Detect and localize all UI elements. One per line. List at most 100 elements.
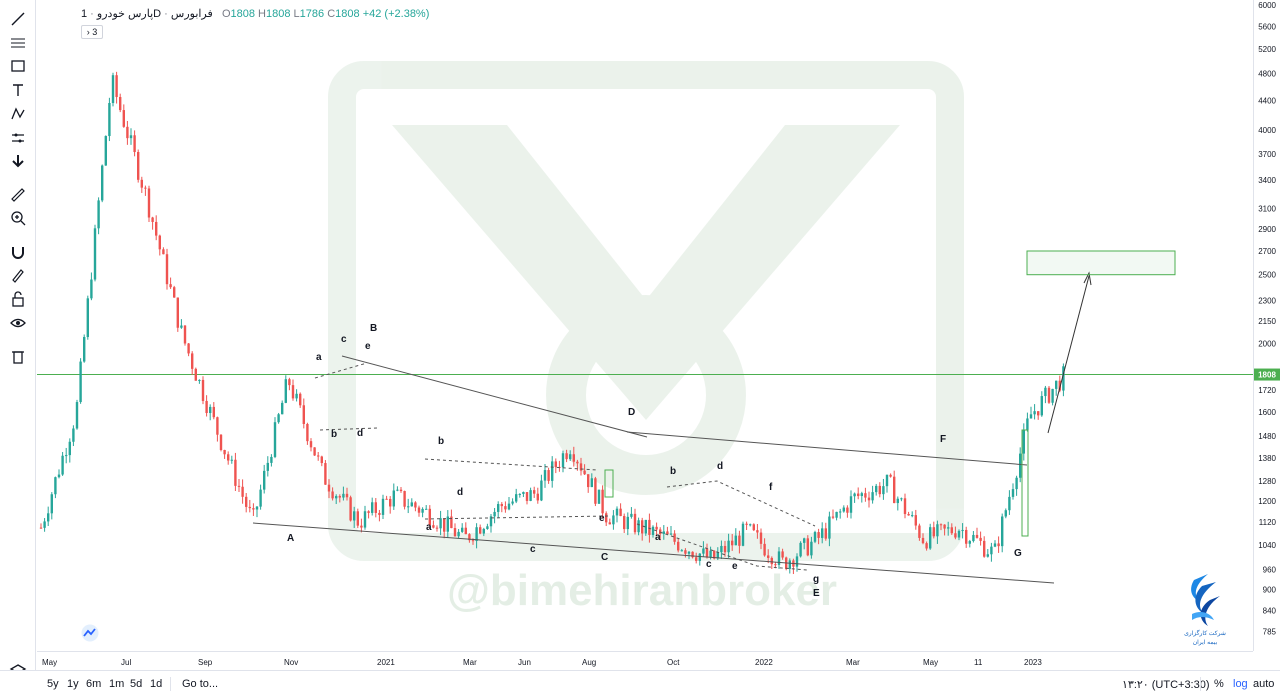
time-tick: 2022 [755, 658, 773, 667]
indicator-collapse-button[interactable]: › 3 [81, 25, 103, 39]
candle-body [302, 405, 305, 424]
candle-body [201, 379, 205, 401]
time-axis[interactable]: May Jul Sep Nov 2021 Mar Jun Aug Oct 2022 Mar May 11… [37, 651, 1253, 670]
price-tick: 4000 [1258, 126, 1276, 135]
candle-body [929, 527, 932, 549]
candle-body [453, 528, 457, 537]
wave-label: c [530, 544, 536, 555]
price-tick: 1280 [1258, 477, 1276, 486]
range-5d[interactable]: 5d [130, 678, 143, 690]
candle-body [1008, 496, 1011, 511]
candle-body [1022, 429, 1025, 454]
measure-icon[interactable] [6, 127, 30, 149]
range-5y[interactable]: 5y [47, 678, 59, 690]
range-1y[interactable]: 1y [67, 678, 79, 690]
candle-body [421, 508, 424, 513]
candle-body [828, 516, 831, 539]
candle-body [893, 476, 896, 504]
price-axis[interactable]: 785 840 900 960 1040 1120 1200 1280 1380 1480 1600… [1253, 0, 1280, 651]
candle-body [345, 493, 349, 498]
candle-body [461, 527, 464, 532]
candle-body [821, 528, 824, 538]
candle-body [1029, 414, 1033, 419]
magnet-icon[interactable] [6, 241, 30, 263]
time-tick: May [923, 658, 938, 667]
percent-toggle[interactable]: % [1214, 678, 1224, 690]
candle-body [759, 532, 763, 544]
range-1d[interactable]: 1d [150, 678, 163, 690]
trend-line-icon[interactable] [6, 8, 30, 30]
log-toggle[interactable]: log [1233, 678, 1248, 690]
candle-body [767, 555, 770, 558]
price-tick: 900 [1263, 585, 1277, 594]
candle-body [90, 279, 93, 299]
candle-body [57, 474, 61, 478]
trash-icon[interactable] [6, 345, 30, 367]
arrow-down-icon[interactable] [6, 150, 30, 172]
candle-body [475, 527, 478, 542]
candle-body [601, 489, 604, 514]
candle-body [399, 489, 403, 492]
candles [39, 71, 1065, 575]
candle-body [954, 533, 957, 538]
eye-icon[interactable] [6, 312, 30, 334]
wave-annotations [252, 271, 1092, 584]
goto-button[interactable]: Go to... [182, 678, 219, 690]
timezone-label[interactable]: ۱۳:۲۰ (UTC+3:30) [1122, 679, 1210, 691]
candle-body [983, 540, 986, 557]
tradingview-logo-icon[interactable] [79, 624, 101, 642]
wave-label: c [341, 334, 347, 345]
price-tick: 2000 [1258, 339, 1276, 348]
range-1m[interactable]: 1m [109, 678, 125, 690]
candle-body [911, 515, 914, 517]
ruler-icon[interactable] [6, 184, 30, 206]
candle-body [561, 453, 565, 468]
time-tick: May [42, 658, 57, 667]
candle-body [1058, 380, 1061, 391]
broker-caption-2: بیمه ایران [1192, 640, 1218, 646]
wave-label: e [365, 341, 371, 352]
rectangle-icon[interactable] [6, 55, 30, 77]
price-tick: 1120 [1259, 518, 1277, 527]
wave-label: F [940, 434, 946, 445]
time-tick: Oct [667, 658, 680, 667]
candle-body [1033, 411, 1036, 415]
auto-toggle[interactable]: auto [1253, 678, 1275, 690]
candle-body [842, 507, 845, 512]
candle-body [752, 524, 755, 531]
fib-icon[interactable] [6, 32, 30, 54]
candle-body [615, 508, 619, 516]
candle-body [648, 519, 651, 535]
candle-body [997, 543, 1000, 547]
candle-body [687, 551, 691, 554]
candle-body [497, 504, 500, 512]
lock-icon[interactable] [6, 288, 30, 310]
candle-body [972, 534, 975, 542]
candle-body [936, 524, 939, 537]
candle-body [623, 516, 626, 530]
candle-body [529, 490, 532, 501]
text-icon[interactable] [6, 79, 30, 101]
candle-body [565, 453, 568, 460]
pattern-icon[interactable] [6, 103, 30, 125]
candle-body [882, 486, 885, 495]
price-tick: 3100 [1258, 204, 1276, 213]
interval-label[interactable]: 1D [81, 8, 162, 20]
pencil-lock-icon[interactable] [6, 264, 30, 286]
candle-body [889, 474, 892, 477]
zoom-in-icon[interactable] [6, 207, 30, 229]
wave-label: c [706, 559, 712, 570]
candle-body [878, 485, 881, 495]
symbol-name[interactable]: پارس خودرو [96, 8, 154, 20]
candle-body [317, 455, 320, 457]
candle-body [914, 515, 917, 526]
range-6m[interactable]: 6m [86, 678, 102, 690]
candle-body [900, 498, 903, 500]
candle-body [61, 455, 64, 475]
candle-body [979, 537, 982, 541]
wave-label: b [331, 429, 337, 440]
candle-body [515, 494, 518, 502]
candle-body [867, 497, 871, 501]
